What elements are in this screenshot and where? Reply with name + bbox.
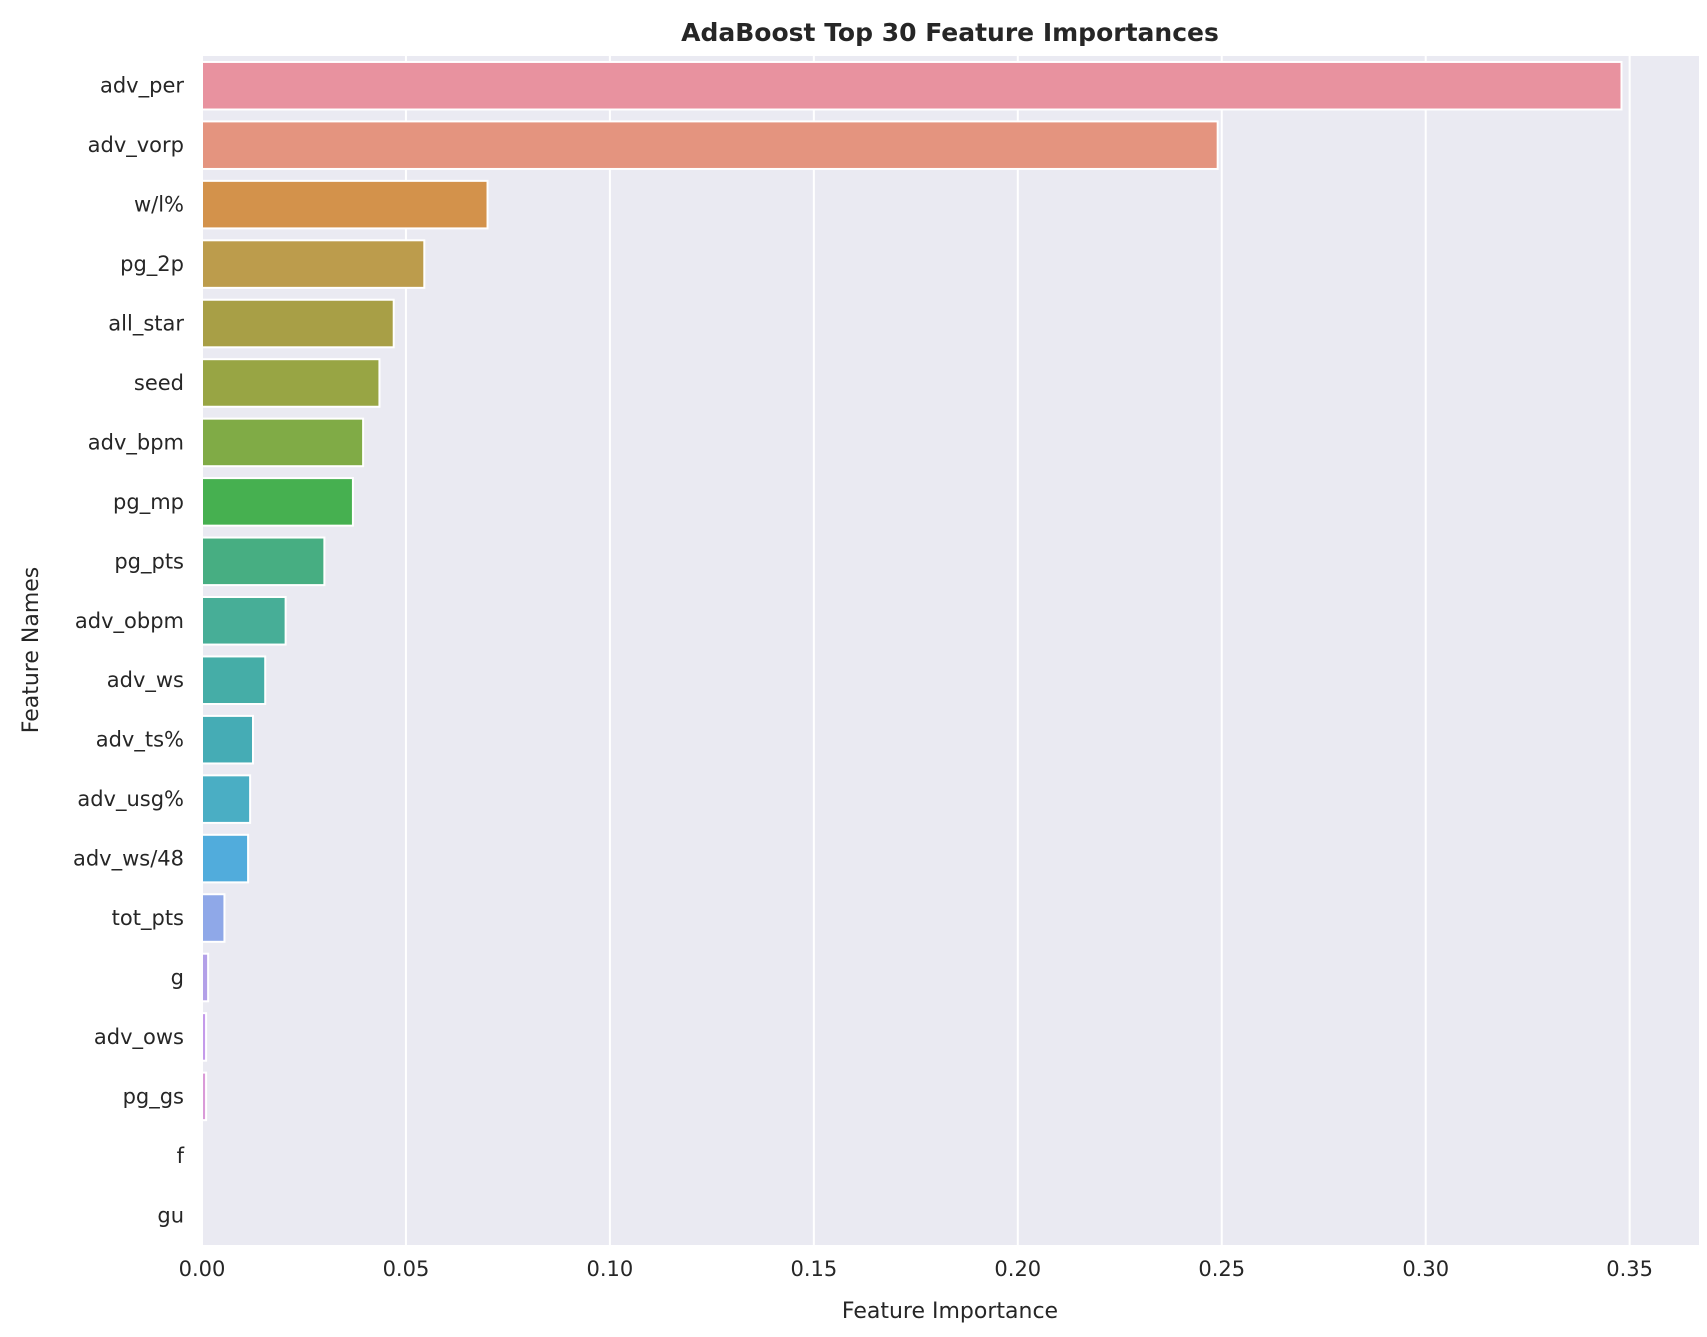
bar bbox=[201, 179, 489, 230]
bar bbox=[201, 1071, 208, 1122]
y-tick-label: pg_gs bbox=[123, 1084, 184, 1109]
x-tick-label: 0.25 bbox=[1198, 1257, 1245, 1281]
bar bbox=[201, 952, 210, 1003]
bar bbox=[201, 536, 326, 587]
bar bbox=[201, 298, 395, 349]
y-tick-label: adv_vorp bbox=[88, 133, 184, 158]
bar bbox=[201, 595, 287, 646]
bar bbox=[201, 239, 426, 289]
bar bbox=[201, 1012, 208, 1062]
y-tick-label: g bbox=[171, 965, 184, 989]
y-tick-label: gu bbox=[157, 1203, 184, 1227]
x-axis-title: Feature Importance bbox=[842, 1299, 1058, 1324]
bar bbox=[201, 477, 354, 527]
bar bbox=[201, 358, 381, 408]
bar bbox=[201, 774, 252, 824]
bar bbox=[201, 417, 365, 468]
x-tick-label: 0.05 bbox=[383, 1257, 430, 1281]
x-tick-label: 0.15 bbox=[790, 1257, 837, 1281]
y-tick-label: adv_ws/48 bbox=[73, 847, 184, 872]
bar bbox=[201, 60, 1623, 111]
bar bbox=[201, 833, 250, 884]
bars bbox=[201, 60, 1623, 1122]
x-tick-label: 0.10 bbox=[587, 1257, 634, 1281]
x-tick-labels: 0.00 0.05 0.10 0.15 0.20 0.25 0.30 0.35 bbox=[179, 1257, 1653, 1281]
x-tick-label: 0.20 bbox=[994, 1257, 1041, 1281]
y-tick-label: adv_ws bbox=[107, 668, 184, 693]
y-tick-label: adv_per bbox=[100, 74, 184, 99]
x-tick-label: 0.35 bbox=[1606, 1257, 1653, 1281]
x-tick-label: 0.30 bbox=[1402, 1257, 1449, 1281]
y-tick-label: pg_mp bbox=[113, 490, 184, 515]
y-tick-label: tot_pts bbox=[112, 906, 184, 931]
y-tick-label: pg_pts bbox=[114, 549, 184, 574]
bar bbox=[201, 655, 267, 706]
y-tick-label: f bbox=[177, 1144, 185, 1168]
y-tick-label: adv_ts% bbox=[96, 728, 184, 753]
x-tick-label: 0.00 bbox=[179, 1257, 226, 1281]
bar bbox=[201, 893, 226, 943]
y-tick-label: seed bbox=[134, 371, 184, 395]
chart-title: AdaBoost Top 30 Feature Importances bbox=[681, 18, 1219, 47]
y-tick-label: adv_ows bbox=[94, 1025, 184, 1050]
y-tick-label: adv_bpm bbox=[88, 430, 184, 455]
y-tick-label: w/l% bbox=[134, 193, 184, 217]
bar bbox=[201, 120, 1219, 170]
bar bbox=[201, 714, 254, 765]
y-tick-label: adv_usg% bbox=[77, 787, 184, 812]
plot-area bbox=[202, 56, 1699, 1245]
y-axis-title: Feature Names bbox=[19, 567, 44, 734]
y-tick-label: all_star bbox=[108, 312, 184, 337]
y-tick-label: adv_obpm bbox=[75, 609, 184, 634]
y-tick-label: pg_2p bbox=[120, 252, 184, 277]
